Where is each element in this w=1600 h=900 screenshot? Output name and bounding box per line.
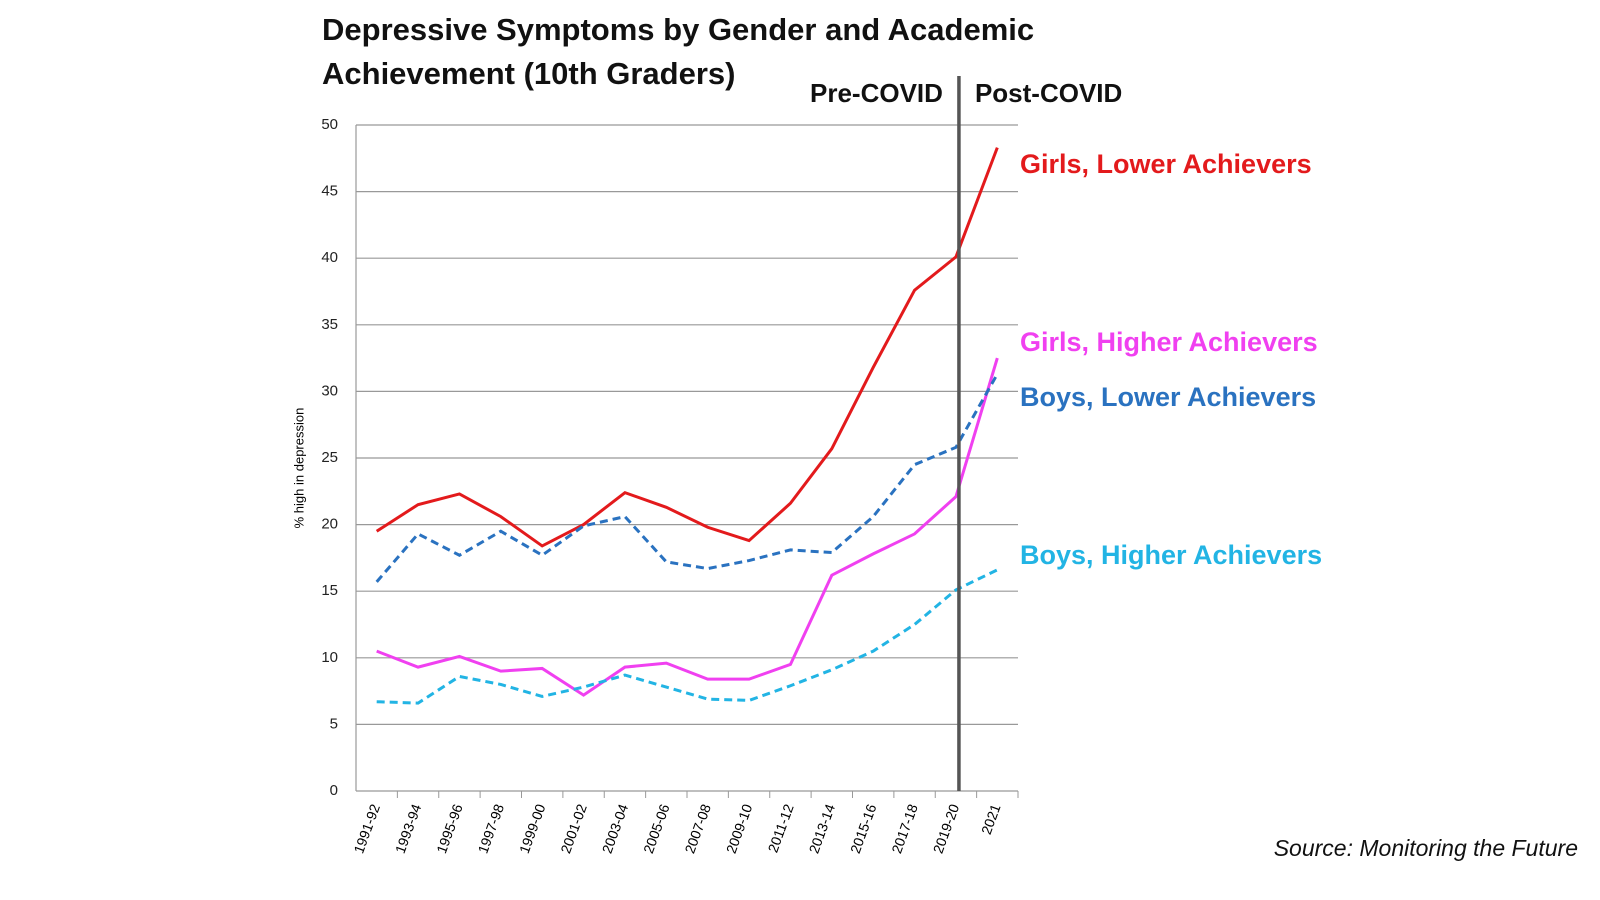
y-tick-label: 15: [321, 582, 338, 599]
x-tick-label: 1999-00: [516, 802, 549, 856]
y-tick-label: 20: [321, 516, 338, 533]
legend-entry: Boys, Lower Achievers: [1020, 382, 1316, 412]
x-tick-label: 2009-10: [723, 802, 756, 856]
y-tick-label: 35: [321, 316, 338, 333]
y-tick-label: 30: [321, 382, 338, 399]
x-tick-label: 1997-98: [474, 802, 507, 856]
series-line: [375, 373, 999, 583]
x-tick-label: 2011-12: [764, 802, 796, 855]
x-tick-label: 2017-18: [888, 802, 921, 856]
y-tick-label: 0: [330, 782, 338, 799]
x-tick-label: 2003-04: [599, 802, 632, 856]
y-tick-label: 25: [321, 449, 338, 466]
source: Source: Monitoring the Future: [1274, 835, 1578, 861]
annotation: Pre-COVID: [810, 78, 943, 108]
x-tick-label: 1995-96: [433, 802, 466, 856]
x-tick-label: 2019-20: [930, 802, 963, 856]
x-tick-label: 2015-16: [847, 802, 880, 856]
y-tick-label: 10: [321, 649, 338, 666]
y-tick-label: 45: [321, 183, 338, 200]
x-tick-label: 2007-08: [681, 802, 714, 856]
x-tick-label: 1993-94: [392, 802, 425, 856]
x-tick-label: 2013-14: [805, 802, 838, 856]
x-tick-label: 2005-06: [640, 802, 673, 856]
legend-entry: Girls, Higher Achievers: [1020, 327, 1318, 357]
annotation: Post-COVID: [975, 78, 1122, 108]
series-line: [375, 147, 999, 548]
y-axis-label: % high in depression: [291, 408, 306, 529]
legend-entry: Boys, Higher Achievers: [1020, 540, 1322, 570]
x-tick-label: 2021: [978, 802, 1004, 837]
y-tick-label: 5: [330, 715, 338, 732]
x-tick-label: 1991-92: [350, 802, 383, 856]
series-line: [376, 357, 999, 697]
y-tick-label: 40: [321, 249, 338, 266]
y-tick-label: 50: [321, 116, 338, 133]
legend-entry: Girls, Lower Achievers: [1020, 149, 1312, 179]
x-tick-label: 2001-02: [557, 802, 590, 856]
series-line: [376, 568, 998, 705]
chart-title: Depressive Symptoms by Gender and Academ…: [322, 12, 1035, 91]
